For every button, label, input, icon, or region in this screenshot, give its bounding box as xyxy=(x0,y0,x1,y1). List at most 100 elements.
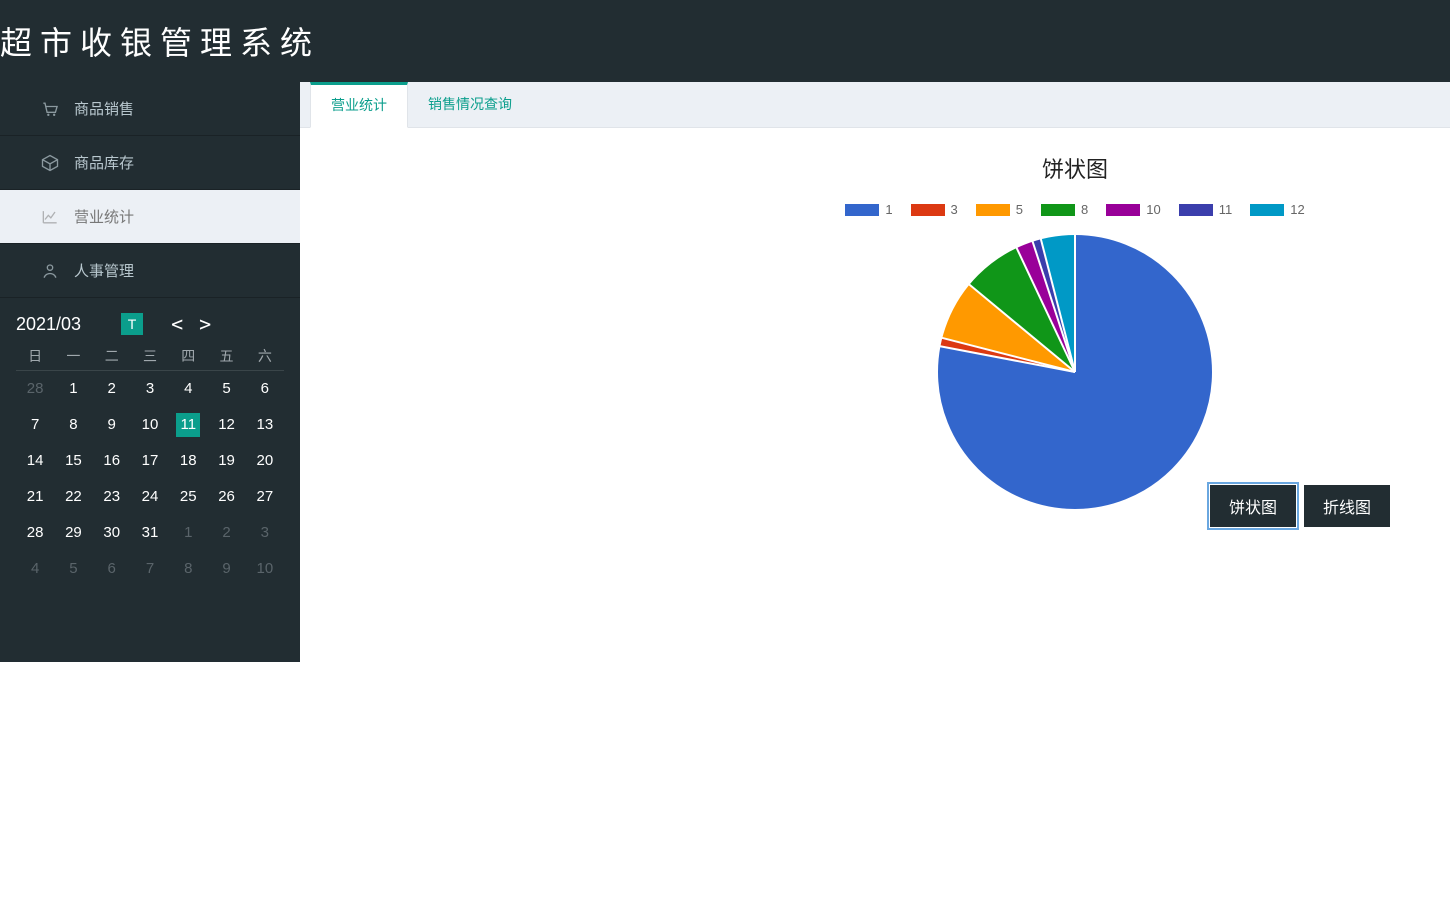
calendar-day[interactable]: 15 xyxy=(54,443,92,479)
legend-swatch xyxy=(1041,204,1075,216)
calendar-day[interactable]: 12 xyxy=(207,407,245,443)
chart-area: 饼状图 1 3 5 8 10 11 12 饼状图 折线图 xyxy=(300,128,1450,537)
calendar-day[interactable]: 28 xyxy=(16,371,54,408)
calendar-day[interactable]: 24 xyxy=(131,479,169,515)
chart-legend: 1 3 5 8 10 11 12 xyxy=(720,202,1430,217)
legend-swatch xyxy=(845,204,879,216)
legend-item[interactable]: 3 xyxy=(911,202,958,217)
tab-0[interactable]: 营业统计 xyxy=(310,82,408,128)
legend-swatch xyxy=(1250,204,1284,216)
sidebar-item-box[interactable]: 商品库存 xyxy=(0,136,300,190)
calendar-day[interactable]: 8 xyxy=(54,407,92,443)
calendar-day[interactable]: 11 xyxy=(169,407,207,443)
legend-label: 10 xyxy=(1146,202,1160,217)
calendar-prev-button[interactable]: < xyxy=(163,312,191,336)
calendar-day[interactable]: 2 xyxy=(93,371,131,408)
calendar-day[interactable]: 9 xyxy=(93,407,131,443)
calendar-weekday: 日 xyxy=(16,342,54,371)
calendar-month-label: 2021/03 xyxy=(16,314,81,335)
legend-item[interactable]: 11 xyxy=(1179,202,1233,217)
calendar-day[interactable]: 17 xyxy=(131,443,169,479)
legend-item[interactable]: 12 xyxy=(1250,202,1304,217)
legend-swatch xyxy=(1106,204,1140,216)
calendar-day[interactable]: 30 xyxy=(93,515,131,551)
sidebar-item-label: 商品库存 xyxy=(74,152,134,173)
calendar-day[interactable]: 3 xyxy=(131,371,169,408)
calendar-weekday: 二 xyxy=(93,342,131,371)
box-icon xyxy=(40,153,60,173)
sidebar-item-chart[interactable]: 营业统计 xyxy=(0,190,300,244)
calendar-day[interactable]: 20 xyxy=(246,443,284,479)
calendar-day[interactable]: 7 xyxy=(131,551,169,587)
calendar-today-button[interactable]: T xyxy=(121,313,143,335)
calendar-day[interactable]: 9 xyxy=(207,551,245,587)
legend-label: 3 xyxy=(951,202,958,217)
calendar-day[interactable]: 4 xyxy=(16,551,54,587)
calendar-day[interactable]: 1 xyxy=(169,515,207,551)
legend-swatch xyxy=(1179,204,1213,216)
app-title: 超市收银管理系统 xyxy=(0,25,320,61)
calendar-weekday: 三 xyxy=(131,342,169,371)
calendar-day[interactable]: 21 xyxy=(16,479,54,515)
calendar-widget: 2021/03 T < > 日一二三四五六 281234567891011121… xyxy=(0,298,300,601)
calendar-day[interactable]: 25 xyxy=(169,479,207,515)
legend-label: 1 xyxy=(885,202,892,217)
calendar-weekday: 四 xyxy=(169,342,207,371)
legend-label: 5 xyxy=(1016,202,1023,217)
legend-item[interactable]: 10 xyxy=(1106,202,1160,217)
calendar-day[interactable]: 13 xyxy=(246,407,284,443)
pie-chart xyxy=(930,227,1220,517)
calendar-day[interactable]: 31 xyxy=(131,515,169,551)
user-icon xyxy=(40,261,60,281)
main-content: 营业统计销售情况查询 饼状图 1 3 5 8 10 11 12 饼状图 折线图 xyxy=(300,82,1450,662)
calendar-day[interactable]: 2 xyxy=(207,515,245,551)
calendar-day[interactable]: 6 xyxy=(246,371,284,408)
calendar-day[interactable]: 10 xyxy=(246,551,284,587)
calendar-day[interactable]: 8 xyxy=(169,551,207,587)
tab-1[interactable]: 销售情况查询 xyxy=(408,82,532,127)
chart-type-pie-button[interactable]: 饼状图 xyxy=(1210,485,1296,527)
legend-label: 8 xyxy=(1081,202,1088,217)
chart-icon xyxy=(40,207,60,227)
calendar-day[interactable]: 3 xyxy=(246,515,284,551)
calendar-day[interactable]: 16 xyxy=(93,443,131,479)
sidebar: 商品销售商品库存营业统计人事管理 2021/03 T < > 日一二三四五六 2… xyxy=(0,82,300,662)
calendar-day[interactable]: 29 xyxy=(54,515,92,551)
calendar-day[interactable]: 5 xyxy=(207,371,245,408)
legend-item[interactable]: 5 xyxy=(976,202,1023,217)
legend-swatch xyxy=(911,204,945,216)
calendar-day[interactable]: 27 xyxy=(246,479,284,515)
chart-title: 饼状图 xyxy=(720,152,1430,184)
calendar-day[interactable]: 26 xyxy=(207,479,245,515)
cart-icon xyxy=(40,99,60,119)
legend-item[interactable]: 1 xyxy=(845,202,892,217)
calendar-next-button[interactable]: > xyxy=(191,312,219,336)
calendar-day[interactable]: 23 xyxy=(93,479,131,515)
calendar-day[interactable]: 22 xyxy=(54,479,92,515)
calendar-day[interactable]: 1 xyxy=(54,371,92,408)
calendar-day[interactable]: 28 xyxy=(16,515,54,551)
chart-type-line-button[interactable]: 折线图 xyxy=(1304,485,1390,527)
sidebar-item-user[interactable]: 人事管理 xyxy=(0,244,300,298)
legend-swatch xyxy=(976,204,1010,216)
sidebar-item-label: 商品销售 xyxy=(74,98,134,119)
sidebar-item-cart[interactable]: 商品销售 xyxy=(0,82,300,136)
calendar-day[interactable]: 4 xyxy=(169,371,207,408)
calendar-day[interactable]: 5 xyxy=(54,551,92,587)
calendar-day[interactable]: 18 xyxy=(169,443,207,479)
calendar-weekday: 五 xyxy=(207,342,245,371)
legend-label: 11 xyxy=(1219,202,1233,217)
calendar-weekday: 一 xyxy=(54,342,92,371)
app-header: 超市收银管理系统 xyxy=(0,0,1450,82)
calendar-day[interactable]: 14 xyxy=(16,443,54,479)
sidebar-item-label: 人事管理 xyxy=(74,260,134,281)
sidebar-item-label: 营业统计 xyxy=(74,206,134,227)
legend-item[interactable]: 8 xyxy=(1041,202,1088,217)
legend-label: 12 xyxy=(1290,202,1304,217)
tabbar: 营业统计销售情况查询 xyxy=(300,82,1450,128)
calendar-weekday: 六 xyxy=(246,342,284,371)
calendar-day[interactable]: 7 xyxy=(16,407,54,443)
calendar-day[interactable]: 10 xyxy=(131,407,169,443)
calendar-day[interactable]: 6 xyxy=(93,551,131,587)
calendar-day[interactable]: 19 xyxy=(207,443,245,479)
